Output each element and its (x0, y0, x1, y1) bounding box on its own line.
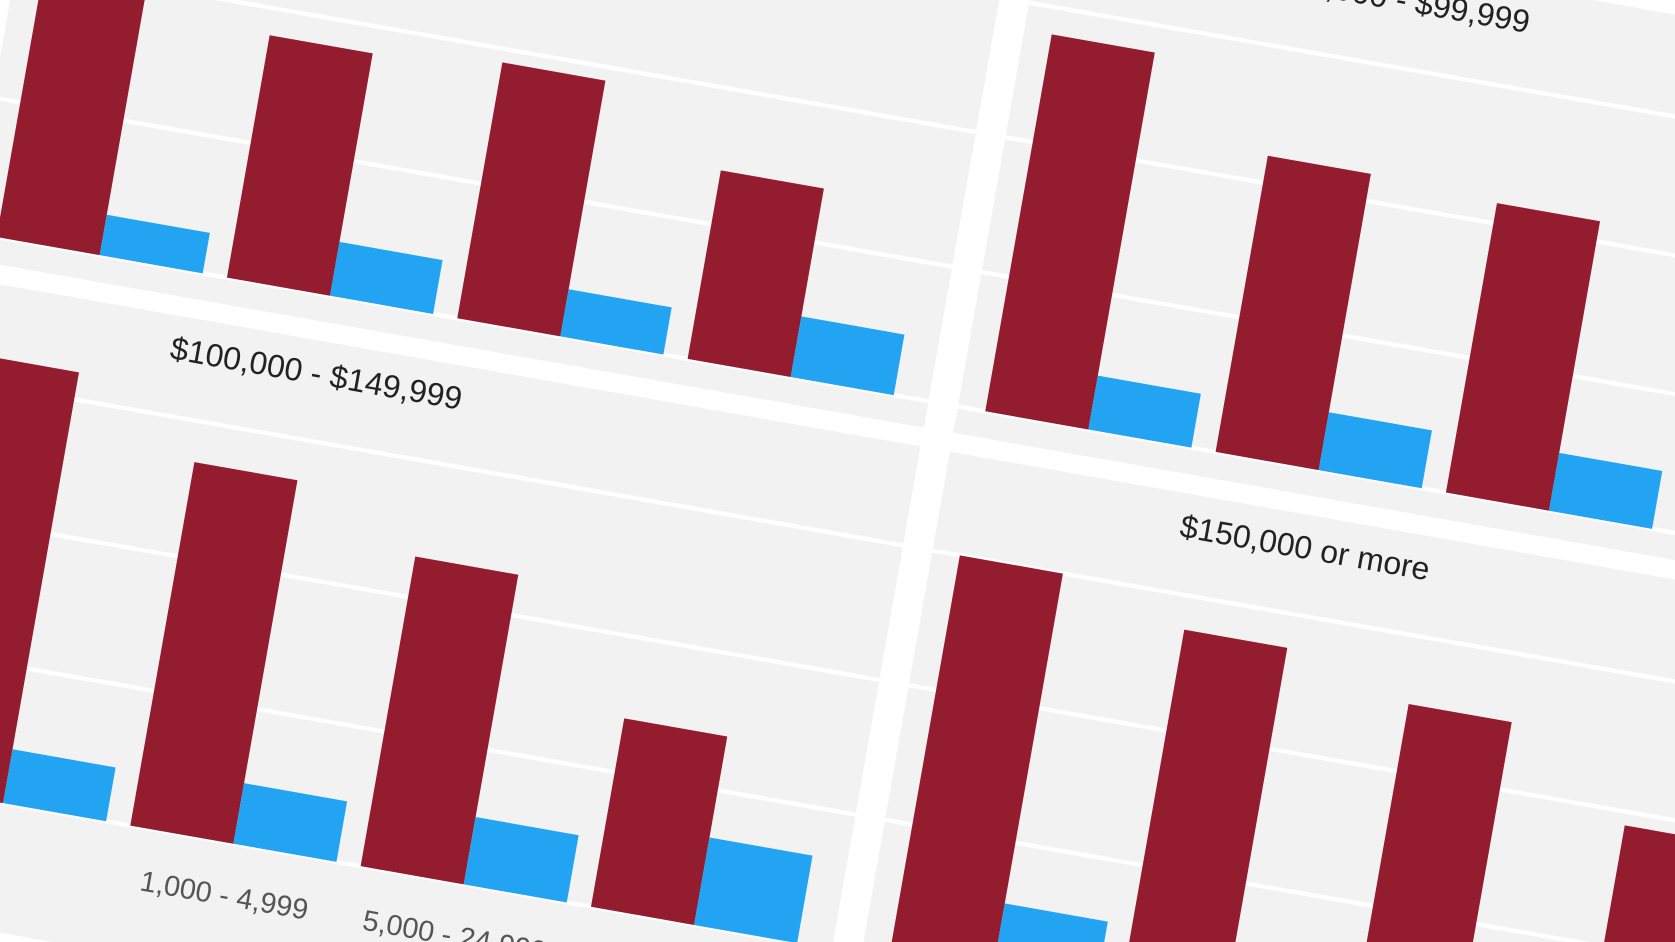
grid-line (0, 508, 880, 683)
bar (0, 354, 79, 804)
bar (1088, 375, 1201, 448)
bar (985, 34, 1155, 430)
panel: $50,000 - $99,999 (953, 0, 1675, 602)
panel-background (839, 451, 1675, 942)
bar (457, 62, 606, 337)
grid-line (0, 374, 904, 548)
bar (1318, 412, 1432, 489)
bar (991, 903, 1108, 942)
panel-background (953, 0, 1675, 602)
grid-line (981, 269, 1675, 444)
bar (1579, 825, 1675, 942)
bar (226, 35, 373, 296)
grid-line (1028, 0, 1675, 174)
panel (0, 0, 1018, 428)
bar (329, 241, 443, 314)
bar (130, 462, 298, 844)
grid-line (932, 548, 1675, 722)
bar (694, 837, 813, 942)
bar (1349, 703, 1512, 942)
bar (0, 0, 164, 256)
bar (1445, 203, 1601, 511)
bar (99, 214, 210, 274)
bar (1118, 629, 1288, 942)
bar (560, 289, 672, 355)
bar (687, 170, 824, 377)
bar (1215, 155, 1371, 471)
grid-line (884, 817, 1675, 942)
bar (463, 817, 579, 903)
bar (888, 555, 1063, 942)
grid-line (1005, 135, 1675, 309)
bar (360, 556, 519, 885)
bar (3, 749, 116, 822)
bar (790, 316, 905, 396)
grid-line (16, 0, 977, 135)
grid-line (908, 683, 1675, 857)
bar (1548, 452, 1663, 529)
bar (590, 718, 728, 925)
bar (233, 783, 348, 862)
